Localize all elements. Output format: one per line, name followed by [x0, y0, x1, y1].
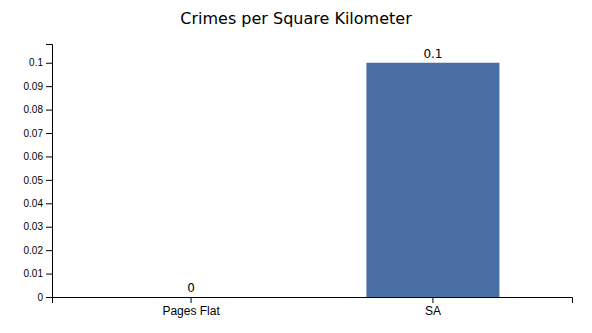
y-axis-line: [46, 45, 53, 298]
y-tick: 0.02: [24, 245, 52, 256]
x-axis-line: [53, 298, 573, 304]
data-label: 0.1: [423, 47, 442, 61]
chart-svg: 0 0.01 0.02 0.03 0.04 0.05 0.06 0.07 0.08 0.09 0.1…: [0, 0, 592, 333]
y-tick-mark: [46, 156, 52, 157]
y-tick-mark: [46, 180, 52, 181]
x-axis: Pages Flat SA: [53, 297, 573, 318]
chart-container: 0 0.01 0.02 0.03 0.04 0.05 0.06 0.07 0.08 0.09 0.1…: [0, 0, 592, 333]
y-tick-mark: [46, 250, 52, 251]
x-tick-label: Pages Flat: [162, 304, 220, 318]
y-tick-label: 0: [37, 292, 43, 303]
y-tick: 0.03: [24, 221, 52, 232]
x-tick-mark: [191, 297, 192, 303]
x-tick: Pages Flat: [162, 297, 220, 318]
y-tick-mark: [46, 110, 52, 111]
y-tick-mark: [46, 227, 52, 228]
y-tick-mark: [46, 63, 52, 64]
y-tick-label: 0.05: [24, 175, 44, 186]
chart-title: Crimes per Square Kilometer: [180, 9, 412, 28]
y-tick-mark: [46, 274, 52, 275]
y-tick-mark: [46, 297, 52, 298]
y-tick: 0.06: [24, 151, 52, 162]
data-label: 0: [187, 281, 195, 295]
x-tick-label: SA: [425, 304, 441, 318]
y-tick-mark: [46, 133, 52, 134]
y-tick-mark: [46, 203, 52, 204]
y-tick-label: 0.03: [24, 221, 44, 232]
y-tick: 0.05: [24, 175, 52, 186]
y-tick-label: 0.06: [24, 151, 44, 162]
y-tick: 0.07: [24, 128, 52, 139]
y-tick: 0.09: [24, 81, 52, 92]
y-tick-label: 0.04: [24, 198, 44, 209]
x-tick-mark: [432, 297, 433, 303]
y-axis: 0 0.01 0.02 0.03 0.04 0.05 0.06 0.07 0.08 0.09 0.1: [24, 45, 53, 303]
y-tick-label: 0.09: [24, 81, 44, 92]
bar: [366, 63, 499, 297]
y-tick: 0.08: [24, 104, 52, 115]
y-tick-label: 0.02: [24, 245, 44, 256]
bar: [125, 297, 258, 298]
y-tick: 0.01: [24, 268, 52, 279]
y-tick: 0: [37, 292, 52, 303]
y-tick-label: 0.08: [24, 104, 44, 115]
data-labels: 00.1: [187, 47, 442, 295]
x-tick: SA: [425, 297, 441, 318]
y-tick-label: 0.1: [29, 57, 43, 68]
y-tick-mark: [46, 86, 52, 87]
y-tick-label: 0.01: [24, 268, 44, 279]
y-tick: 0.04: [24, 198, 52, 209]
y-tick: 0.1: [29, 57, 52, 68]
plot-area: 0 0.01 0.02 0.03 0.04 0.05 0.06 0.07 0.08 0.09 0.1…: [24, 45, 573, 318]
y-tick-label: 0.07: [24, 128, 44, 139]
bars: [366, 63, 499, 297]
